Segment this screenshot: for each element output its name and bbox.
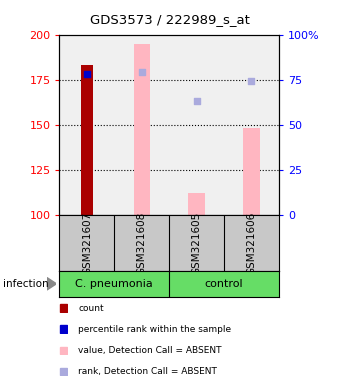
Text: GSM321605: GSM321605 xyxy=(191,211,202,275)
Bar xyxy=(134,44,150,215)
Text: count: count xyxy=(78,304,104,313)
Text: GDS3573 / 222989_s_at: GDS3573 / 222989_s_at xyxy=(90,13,250,26)
Bar xyxy=(61,304,67,312)
Bar xyxy=(243,128,260,215)
Text: value, Detection Call = ABSENT: value, Detection Call = ABSENT xyxy=(78,346,222,355)
Text: GSM321608: GSM321608 xyxy=(137,211,147,275)
Bar xyxy=(61,368,67,375)
Text: infection: infection xyxy=(3,279,49,289)
Text: C. pneumonia: C. pneumonia xyxy=(75,279,153,289)
Text: control: control xyxy=(205,279,243,289)
Bar xyxy=(188,194,205,215)
Text: percentile rank within the sample: percentile rank within the sample xyxy=(78,325,231,334)
Bar xyxy=(61,346,67,354)
Point xyxy=(249,78,254,84)
Point xyxy=(194,98,199,104)
Polygon shape xyxy=(47,278,56,290)
Bar xyxy=(81,65,93,215)
Bar xyxy=(61,325,67,333)
Point xyxy=(139,70,144,76)
Text: GSM321607: GSM321607 xyxy=(82,211,92,275)
Text: rank, Detection Call = ABSENT: rank, Detection Call = ABSENT xyxy=(78,367,217,376)
Text: GSM321606: GSM321606 xyxy=(246,211,256,275)
Point xyxy=(84,71,90,77)
